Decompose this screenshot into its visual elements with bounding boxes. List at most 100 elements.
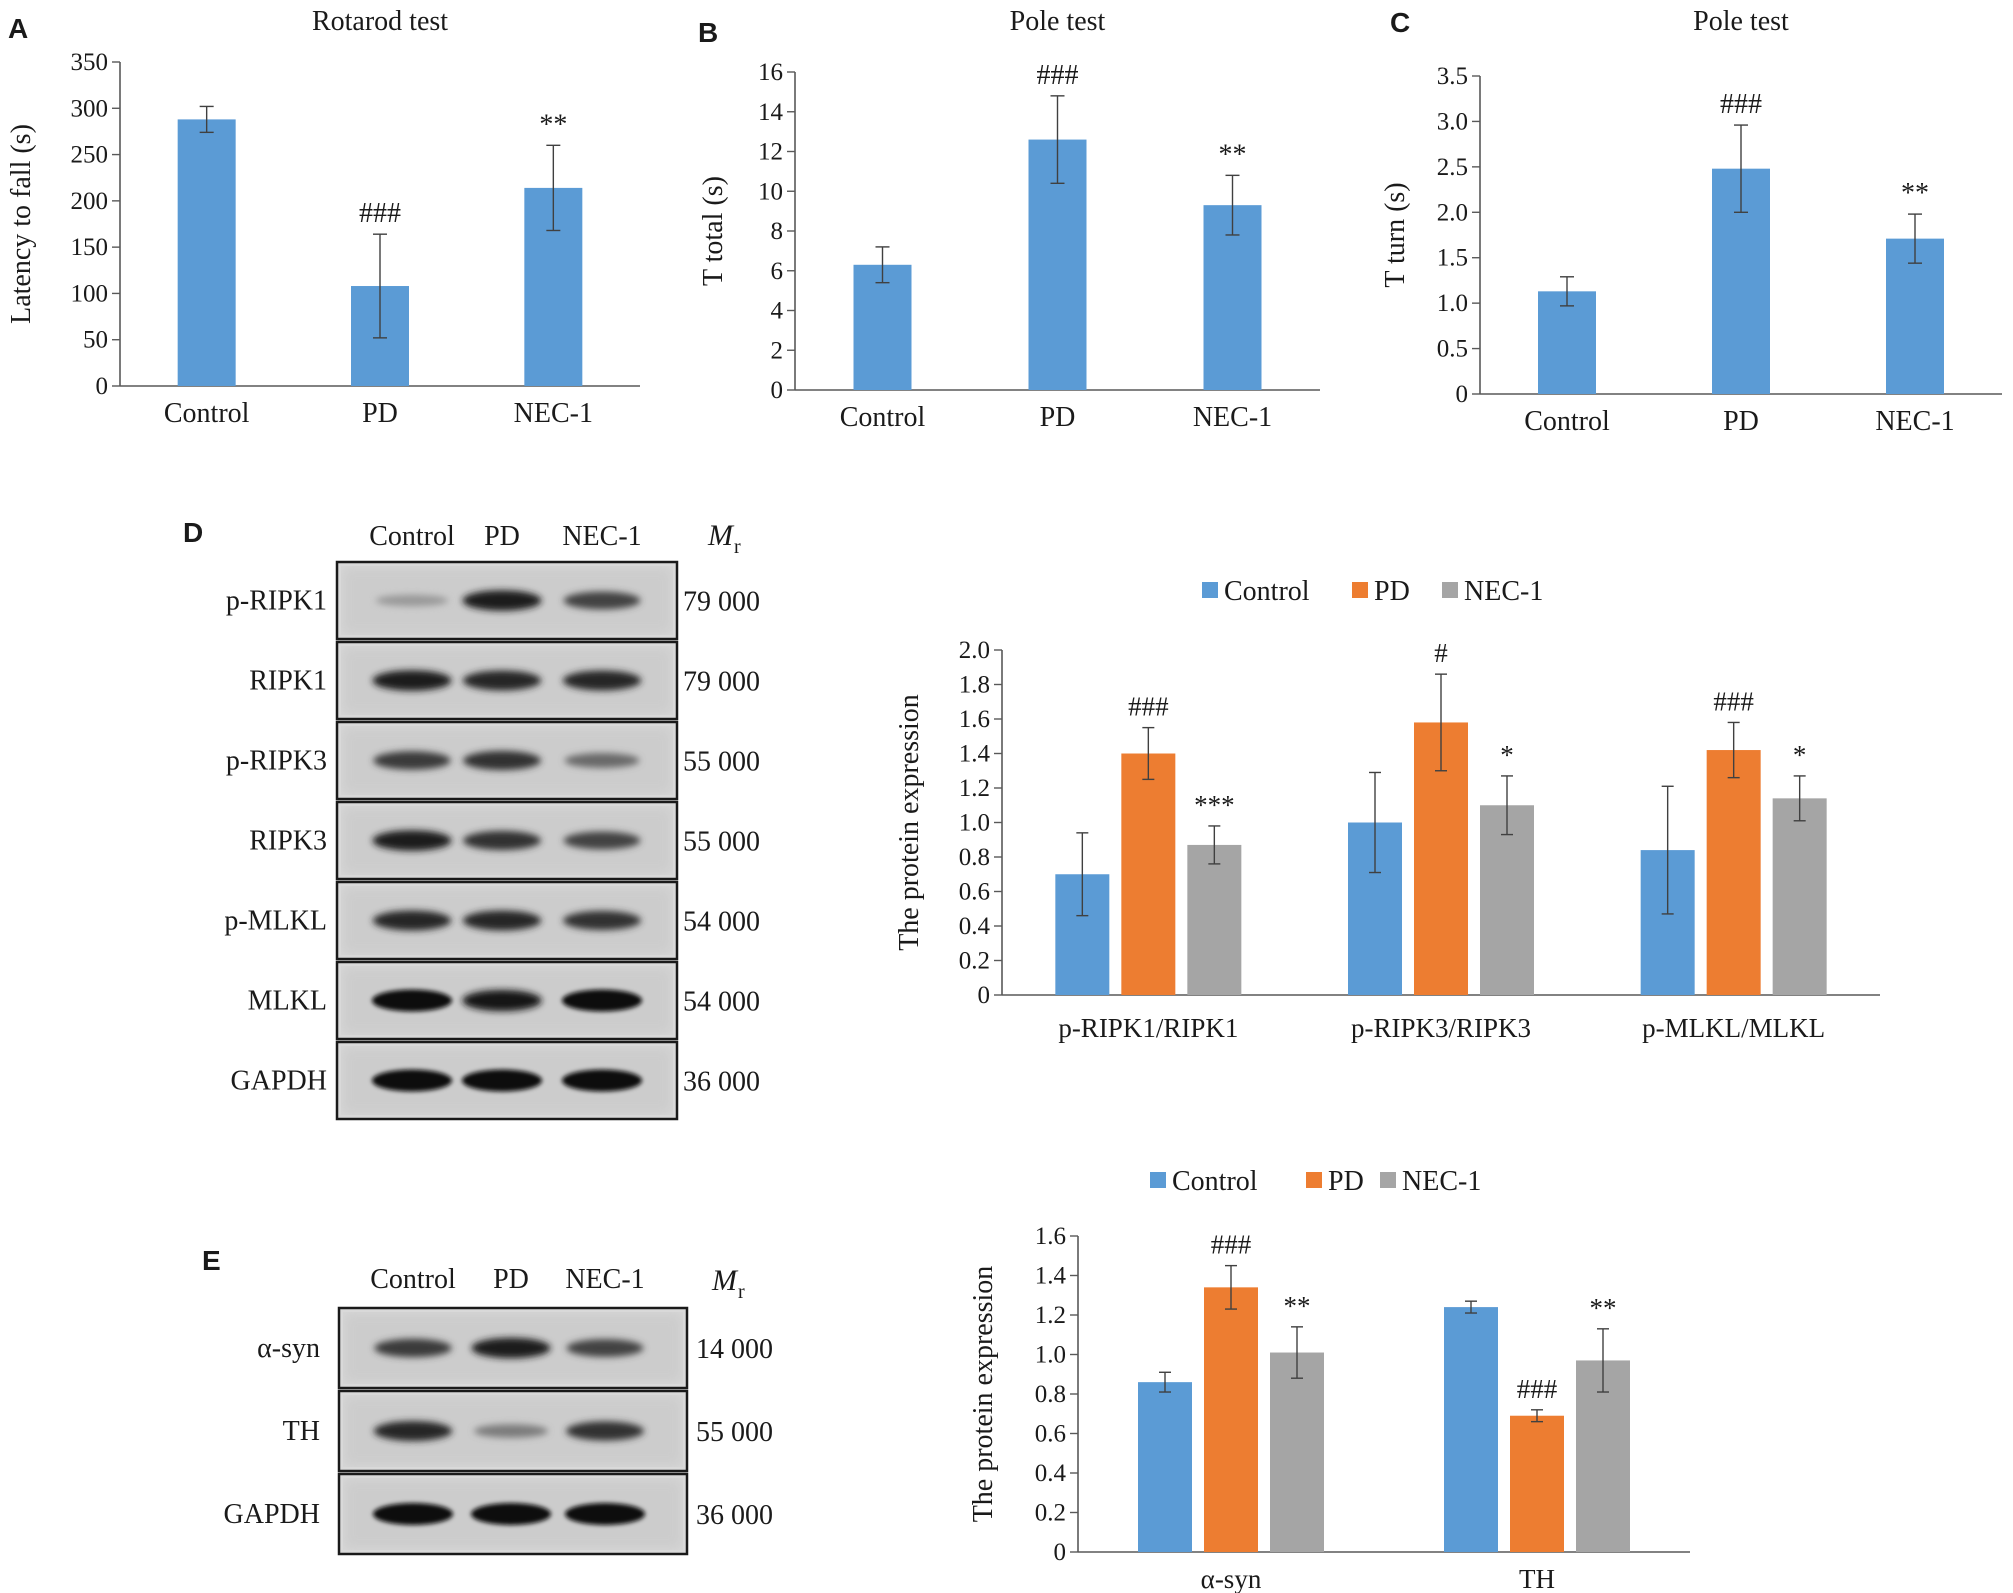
y-tick-label: 3.5 [1437,63,1468,90]
legend-label: NEC-1 [1464,576,1543,607]
legend-label: Control [1172,1166,1258,1197]
y-tick-label: 1.0 [959,810,990,837]
legend-swatch [1306,1172,1322,1188]
panel-letter-e: E [202,1245,221,1276]
bar [1203,205,1262,390]
protein-label: TH [283,1416,320,1447]
significance-marker: * [1500,740,1514,770]
panel-letter-a: A [8,13,28,44]
significance-marker: *** [1194,790,1235,820]
significance-marker: ### [1720,89,1762,120]
legend-label: PD [1328,1166,1364,1197]
y-tick-label: 0.8 [1035,1381,1066,1408]
legend-label: Control [1224,576,1310,607]
protein-label: p-RIPK1 [226,586,327,617]
protein-band [462,590,542,611]
y-tick-label: 150 [71,234,109,261]
y-tick-label: 300 [71,95,109,122]
protein-band [564,753,640,768]
significance-marker: ** [1590,1293,1617,1323]
protein-band [463,750,541,771]
protein-label: α-syn [257,1333,320,1364]
protein-band [563,591,641,610]
y-tick-label: 1.5 [1437,245,1468,272]
y-tick-label: 0.6 [1035,1421,1066,1448]
chart-title: Pole test [1693,6,1789,37]
molecular-weight-label: 55 000 [683,827,760,858]
y-axis-title: T turn (s) [1380,182,1411,287]
mr-label: M [711,1264,739,1297]
y-tick-label: 0 [96,373,109,400]
significance-marker: # [1434,638,1448,668]
x-tick-label: TH [1519,1564,1555,1593]
x-tick-label: NEC-1 [514,398,593,429]
x-tick-label: PD [362,398,398,429]
protein-label: p-MLKL [224,906,327,937]
y-tick-label: 4 [771,298,784,325]
protein-label: MLKL [248,986,327,1017]
significance-marker: ** [1284,1291,1311,1321]
protein-band [463,830,541,851]
protein-band [372,910,452,931]
protein-band [373,751,451,770]
protein-band [566,1339,644,1357]
protein-band [471,1503,551,1525]
protein-band [562,670,642,691]
bar [1772,798,1827,995]
bar [1510,1415,1564,1552]
y-tick-label: 1.0 [1035,1342,1066,1369]
y-axis-title: The protein expression [968,1266,999,1523]
y-tick-label: 8 [771,218,784,245]
chart-necroptosis-proteins: 0 0.2 0.4 0.6 0.8 1.0 1.2 1.4 1.6 1.8 2.0 The prote… [894,576,1880,1043]
y-axis-title: Latency to fall (s) [6,124,37,324]
protein-label: p-RIPK3 [226,746,327,777]
protein-band [372,1069,452,1092]
protein-band [474,1424,548,1438]
protein-band [375,594,449,607]
y-tick-label: 0.2 [959,948,990,975]
significance-marker: ** [1901,178,1929,209]
protein-band [562,989,642,1012]
bar [1187,844,1242,995]
bar [1886,238,1944,394]
y-axis-title: T total (s) [698,176,729,286]
protein-band [565,1503,645,1525]
protein-label: GAPDH [231,1066,327,1097]
y-tick-label: 14 [758,99,784,126]
protein-label: RIPK1 [249,666,327,697]
panel-letter-b: B [698,17,718,48]
protein-band [372,830,452,851]
x-tick-label: α-syn [1201,1564,1262,1593]
legend-label: NEC-1 [1402,1166,1481,1197]
x-tick-label: p-RIPK1/RIPK1 [1058,1013,1238,1043]
molecular-weight-label: 36 000 [683,1067,760,1098]
y-tick-label: 0 [1456,381,1469,408]
chart-asyn-th: 0 0.2 0.4 0.6 0.8 1.0 1.2 1.4 1.6 The protein exp… [968,1166,1690,1593]
significance-marker: * [1793,740,1807,770]
protein-band [372,670,452,691]
bar [1538,291,1596,394]
chart-title: Rotarod test [312,6,448,37]
lane-label: PD [493,1264,529,1295]
lane-label: Control [370,1264,456,1295]
significance-marker: ### [359,198,401,229]
protein-band [566,1421,644,1441]
y-tick-label: 1.6 [1035,1223,1066,1250]
legend-swatch [1150,1172,1166,1188]
chart-title: Pole test [1010,6,1106,37]
protein-label: RIPK3 [249,826,327,857]
y-tick-label: 0.6 [959,879,990,906]
y-tick-label: 50 [83,327,108,354]
y-tick-label: 200 [71,188,109,215]
y-tick-label: 1.8 [959,672,990,699]
chart-pole-total: 0 2 4 6 8 10 12 14 16 Pole test T total (s) Control… [698,6,1320,433]
protein-band [471,1337,551,1359]
y-tick-label: 0 [978,982,991,1009]
x-tick-label: p-RIPK3/RIPK3 [1351,1013,1531,1043]
mr-subscript: r [734,536,741,558]
mr-label: M [707,519,735,552]
protein-band [462,1069,542,1092]
y-tick-label: 0.8 [959,844,990,871]
bar [853,264,912,390]
